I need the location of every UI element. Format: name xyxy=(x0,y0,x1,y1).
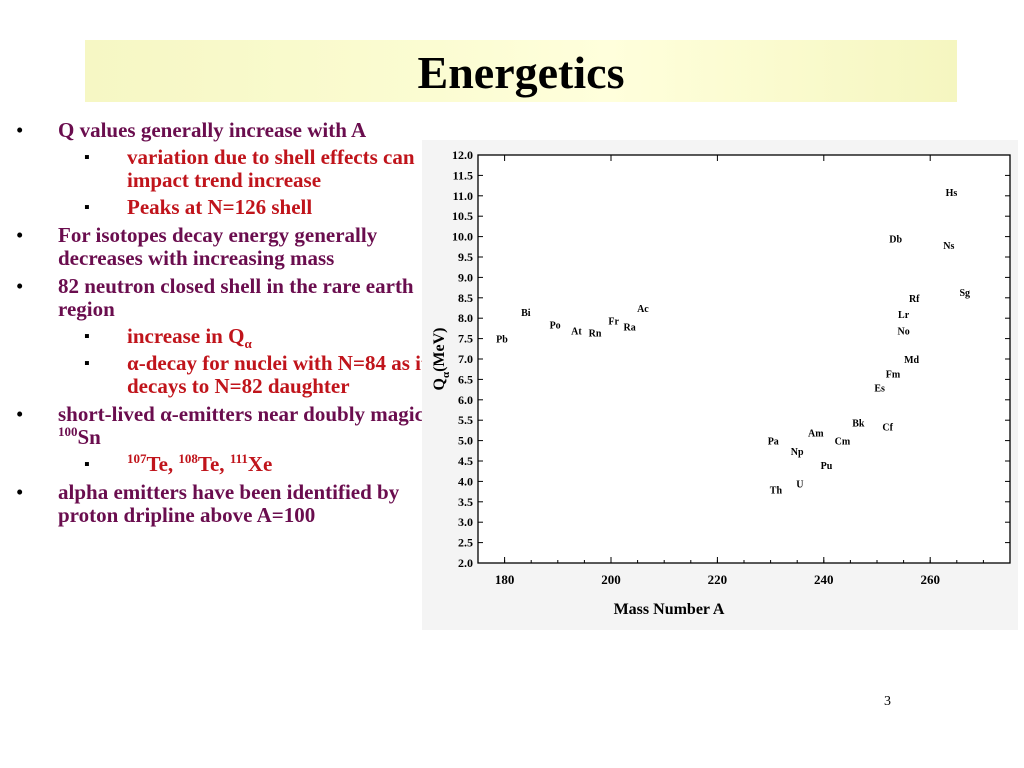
element-label: Am xyxy=(808,429,824,440)
y-tick-label: 10.0 xyxy=(452,230,473,244)
element-label: Rn xyxy=(589,329,602,340)
y-tick-label: 4.5 xyxy=(458,454,473,468)
y-axis-label-sub: α xyxy=(440,371,452,378)
element-label: Db xyxy=(889,235,902,246)
element-label: Ra xyxy=(624,322,636,333)
element-label: No xyxy=(897,327,909,338)
element-label: At xyxy=(571,327,582,338)
chart-svg: 12.0 11.5 11.0 10.5 10.0 9.5 9.0 8.5 8.0 7.5 7.0 6.… xyxy=(431,148,1011,618)
y-tick-label: 5.0 xyxy=(458,434,473,448)
plot-frame xyxy=(477,154,1011,564)
y-tick-label: 2.5 xyxy=(458,536,473,550)
element-label: Bi xyxy=(521,308,531,319)
element-label: Bk xyxy=(852,418,865,429)
element-label: Rf xyxy=(909,294,920,305)
element-label: Ns xyxy=(943,241,954,252)
slide-title: Energetics xyxy=(417,46,625,98)
element-label: Pa xyxy=(768,437,779,448)
y-tick-label: 8.0 xyxy=(458,311,473,325)
y-tick-label: 10.5 xyxy=(452,209,473,223)
sub-bullet-item: 107Te, 108Te, 111Xe xyxy=(14,451,434,476)
sub-bullet-item: Peaks at N=126 shell xyxy=(14,196,434,220)
element-label: Hs xyxy=(946,188,958,199)
superscript: 111 xyxy=(229,451,248,466)
sub-bullet-item: α-decay for nuclei with N=84 as it decay… xyxy=(14,352,434,398)
y-tick-label: 9.5 xyxy=(458,250,473,264)
element-label: U xyxy=(796,480,803,491)
sub-bullet-item: increase in Qα xyxy=(14,324,434,352)
y-tick-label: 11.5 xyxy=(453,168,473,182)
bullet-text: Te, xyxy=(146,452,179,476)
element-label: Po xyxy=(550,320,561,331)
element-label: Np xyxy=(791,447,804,458)
x-tick-label: 200 xyxy=(601,572,621,587)
element-label: Lr xyxy=(898,310,910,321)
bullet-item: For isotopes decay energy generally decr… xyxy=(14,224,434,270)
element-label: Ac xyxy=(637,304,649,315)
page-number: 3 xyxy=(884,694,891,709)
y-axis-label-main: Q xyxy=(431,378,448,390)
bullet-item: short-lived α-emitters near doubly magic… xyxy=(14,403,434,449)
x-tick-label: 260 xyxy=(920,572,940,587)
element-label: Fr xyxy=(608,316,619,327)
y-axis-label: Qα(MeV) xyxy=(431,327,452,390)
x-tick-label: 240 xyxy=(814,572,834,587)
y-tick-label: 3.5 xyxy=(458,495,473,509)
bullet-text: increase in Q xyxy=(127,324,245,348)
q-alpha-chart: 12.0 11.5 11.0 10.5 10.0 9.5 9.0 8.5 8.0 7.5 7.0 6.… xyxy=(422,140,1018,630)
y-tick-label: 6.5 xyxy=(458,372,473,386)
superscript: 108 xyxy=(178,451,198,466)
bullet-item: 82 neutron closed shell in the rare eart… xyxy=(14,275,434,321)
axes-group: 12.0 11.5 11.0 10.5 10.0 9.5 9.0 8.5 8.0 7.5 7.0 6.… xyxy=(431,148,1011,618)
y-tick-label: 7.5 xyxy=(458,332,473,346)
bullet-text: Xe xyxy=(247,452,273,476)
y-tick-label: 12.0 xyxy=(452,148,473,162)
element-label: Pb xyxy=(496,335,508,346)
y-tick-label: 2.0 xyxy=(458,556,473,570)
superscript: 100 xyxy=(58,424,78,439)
element-label: Cf xyxy=(882,422,893,433)
sub-bullet-item: variation due to shell effects can impac… xyxy=(14,146,434,192)
bullet-text: Te, xyxy=(197,452,230,476)
element-label: Th xyxy=(770,486,783,497)
y-tick-label: 5.5 xyxy=(458,413,473,427)
element-label: Fm xyxy=(886,369,901,380)
x-tick-label: 220 xyxy=(708,572,728,587)
bullet-list: Q values generally increase with A varia… xyxy=(14,114,434,527)
y-tick-label: 3.0 xyxy=(458,515,473,529)
element-label: Pu xyxy=(821,461,833,472)
title-band: Energetics xyxy=(85,40,957,102)
bullet-text: Sn xyxy=(77,425,101,449)
x-axis-label: Mass Number A xyxy=(614,601,725,618)
y-axis-label-unit: (MeV) xyxy=(431,327,448,371)
y-tick-label: 7.0 xyxy=(458,352,473,366)
x-tick-label: 180 xyxy=(495,572,514,587)
bullet-text: short-lived α-emitters near doubly magic xyxy=(58,402,424,426)
y-tick-label: 8.5 xyxy=(458,291,473,305)
y-tick-label: 6.0 xyxy=(458,393,473,407)
y-tick-label: 11.0 xyxy=(453,189,473,203)
bullet-item: Q values generally increase with A xyxy=(14,119,434,143)
element-label: Sg xyxy=(959,288,970,299)
bullet-item: alpha emitters have been identified by p… xyxy=(14,481,434,527)
y-tick-label: 9.0 xyxy=(458,270,473,284)
superscript: 107 xyxy=(127,451,147,466)
y-tick-label: 4.0 xyxy=(458,474,473,488)
element-label: Md xyxy=(904,355,919,366)
subscript: α xyxy=(244,336,252,352)
element-label: Es xyxy=(874,384,885,395)
element-label: Cm xyxy=(835,437,851,448)
